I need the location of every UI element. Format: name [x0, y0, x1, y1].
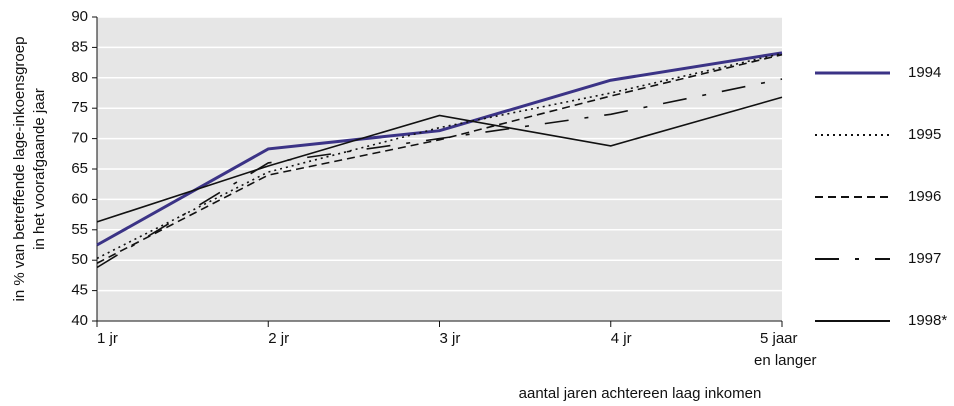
legend-label: 1994 [908, 64, 941, 81]
y-tick-label: 90 [71, 8, 88, 25]
y-tick-label: 60 [71, 190, 88, 207]
series-line [96, 96, 783, 223]
y-tick-label: 80 [71, 69, 88, 86]
x-tick-label: 4 jr [611, 330, 632, 347]
legend-label: 1998* [908, 312, 947, 329]
legend-label: 1997 [908, 250, 941, 267]
y-tick-label: 85 [71, 38, 88, 55]
y-tick-label: 45 [71, 282, 88, 299]
series-line [96, 51, 783, 247]
y-tick-label: 50 [71, 251, 88, 268]
x-tick-label: 3 jr [440, 330, 461, 347]
x-tick-label: 5 jaar en langer [754, 330, 817, 369]
y-tick-label: 75 [71, 99, 88, 116]
y-tick-label: 70 [71, 130, 88, 147]
legend-label: 1996 [908, 188, 941, 205]
series-line [96, 53, 783, 264]
x-axis-label: aantal jaren achtereen laag inkomen [519, 385, 762, 402]
y-tick-label: 40 [71, 312, 88, 329]
series-line [96, 52, 783, 260]
y-axis-label: in % van betreffende lage-inkoensgroep in… [11, 37, 48, 302]
y-tick-label: 55 [71, 221, 88, 238]
legend-label: 1995 [908, 126, 941, 143]
x-tick-label: 1 jr [97, 330, 118, 347]
x-tick-label: 2 jr [268, 330, 289, 347]
y-tick-label: 65 [71, 160, 88, 177]
series-line [96, 78, 783, 269]
